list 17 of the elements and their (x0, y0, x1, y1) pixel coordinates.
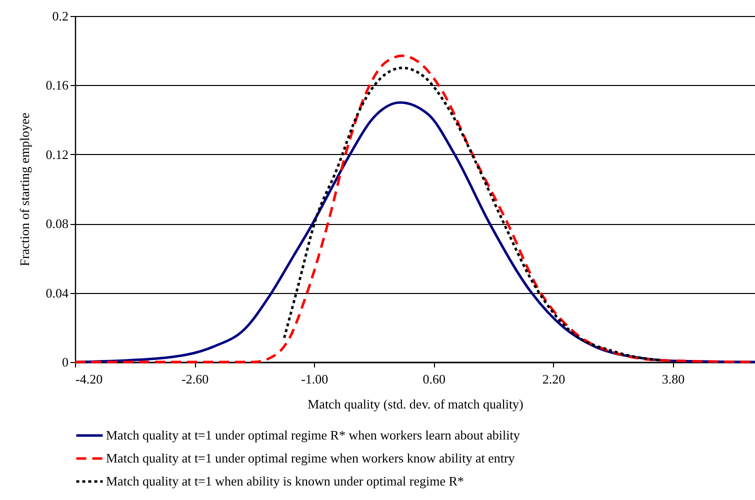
x-axis-title: Match quality (std. dev. of match quality) (308, 396, 524, 412)
y-tick-label: 0.04 (46, 285, 69, 300)
y-axis-title: Fraction of starting employee (16, 112, 32, 266)
x-tick-label: 0.60 (422, 372, 446, 386)
y-tick-label: 0.2 (52, 8, 68, 24)
legend-label: Match quality at t=1 under optimal regime when workers know ability at entry (106, 450, 516, 466)
x-tick-label: -1.00 (301, 372, 328, 386)
x-tick-label: 3.80 (662, 372, 685, 386)
y-tick-label: 0.08 (46, 216, 68, 232)
x-tick-label: 2.20 (542, 372, 566, 386)
x-tick-label: -4.20 (76, 372, 103, 386)
y-tick-label: 0 (62, 354, 68, 370)
y-tick-label: 0.12 (46, 146, 68, 162)
y-tick-label: 0.16 (46, 78, 69, 93)
legend-label: Match quality at t=1 when ability is known under optimal regime R* (106, 474, 464, 488)
legend-label: Match quality at t=1 under optimal regime R* when workers learn about ability (106, 428, 520, 442)
x-tick-label: -2.60 (182, 372, 209, 386)
